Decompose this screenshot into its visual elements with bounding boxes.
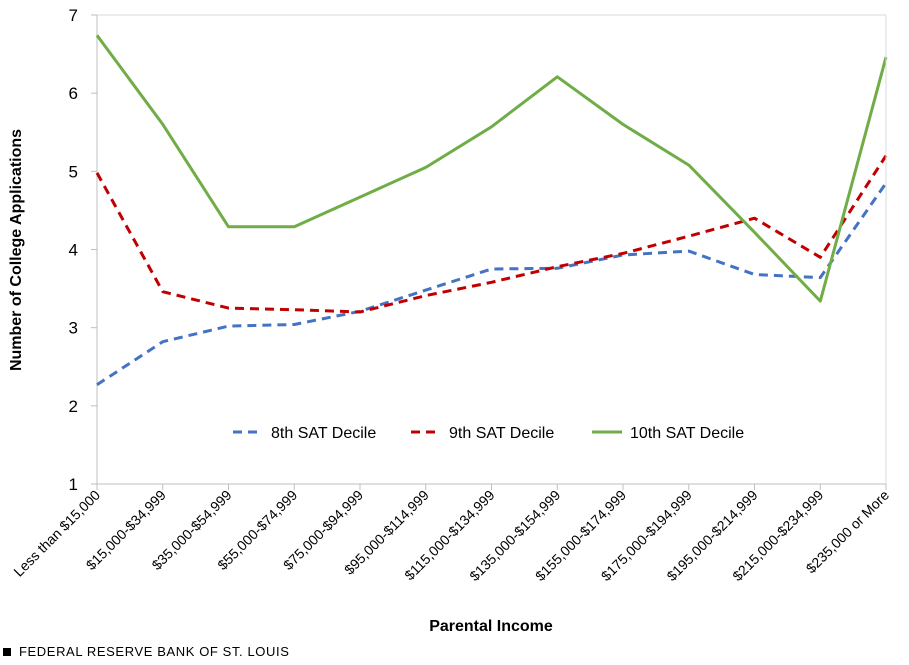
x-axis: Less than $15,000$15,000-$34,999$35,000-… [10, 483, 892, 584]
series-line-3 [95, 34, 888, 303]
y-tick-label: 4 [69, 241, 78, 260]
footer: FEDERAL RESERVE BANK OF ST. LOUIS [3, 644, 289, 659]
y-tick-label: 3 [69, 319, 78, 338]
y-tick-label: 6 [69, 84, 78, 103]
legend-label-2: 9th SAT Decile [449, 425, 554, 442]
legend-label-3: 10th SAT Decile [630, 425, 744, 442]
legend-label-1: 8th SAT Decile [271, 425, 376, 442]
y-axis: 1 2 3 4 5 6 7 [69, 6, 98, 494]
y-tick-label: 1 [69, 475, 78, 494]
y-axis-title: Number of College Applications [8, 129, 25, 371]
y-tick-label: 2 [69, 397, 78, 416]
x-axis-title: Parental Income [429, 618, 553, 635]
series-layer [95, 34, 888, 386]
y-tick-label: 7 [69, 6, 78, 25]
y-tick-label: 5 [69, 162, 78, 181]
footer-square-icon [3, 647, 11, 656]
series-line-2 [95, 154, 888, 314]
legend: 8th SAT Decile 9th SAT Decile 10th SAT Dec… [233, 425, 744, 442]
series-line-1 [96, 182, 888, 386]
footer-source: FEDERAL RESERVE BANK OF ST. LOUIS [19, 644, 290, 659]
